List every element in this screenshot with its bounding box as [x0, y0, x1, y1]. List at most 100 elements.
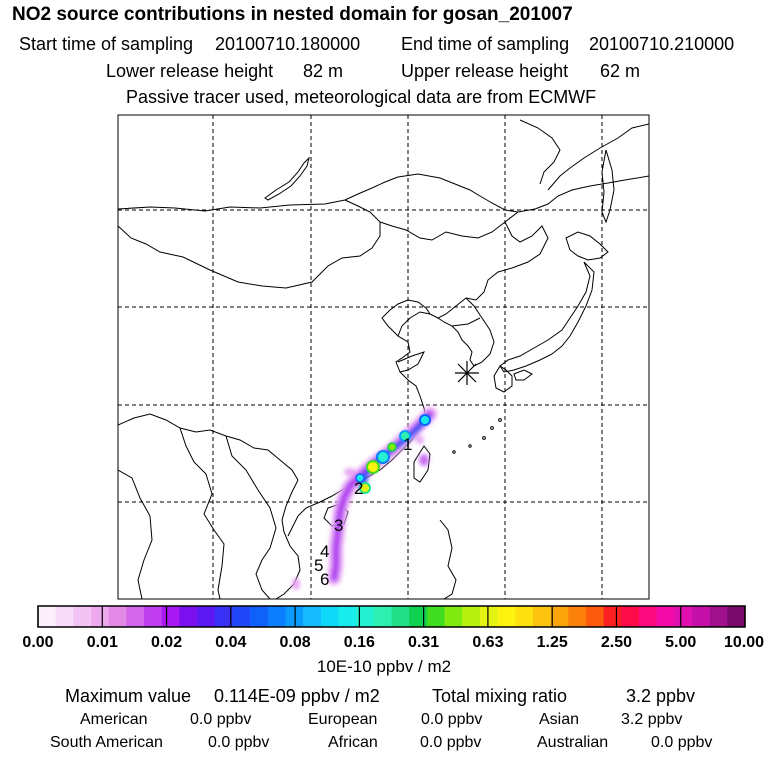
vietnam-coast [275, 479, 301, 599]
russia-border [118, 173, 649, 213]
end-time-value: 20100710.210000 [589, 34, 735, 54]
amur-border [379, 211, 519, 241]
colorbar-swatch [108, 606, 127, 627]
ussuri-border [465, 221, 549, 301]
colorbar-swatch [479, 606, 498, 627]
colorbar-tick-label: 0.08 [279, 634, 311, 651]
colorbar-swatch [91, 606, 110, 627]
colorbar-swatch [709, 606, 728, 627]
colorbar-swatch [674, 606, 693, 627]
kyushu [493, 365, 513, 393]
hokkaido [565, 231, 609, 261]
trajectory-label: 5 [314, 556, 323, 575]
colorbar-swatch [285, 606, 304, 627]
upper-release-value: 62 m [600, 61, 641, 81]
shikoku [513, 369, 533, 381]
sakhalin [601, 149, 615, 224]
no2-footprint [292, 407, 437, 590]
total-mixing-label: Total mixing ratio [432, 686, 568, 706]
region-name: American [80, 711, 148, 728]
colorbar-tick-label: 0.04 [215, 634, 247, 651]
trajectory-label: 3 [334, 516, 343, 535]
colorbar-tick-label: 0.31 [408, 634, 440, 651]
region-value: 0.0 ppbv [208, 734, 270, 751]
colorbar-swatch [55, 606, 74, 627]
colorbar-swatch [550, 606, 569, 627]
kamchatka-coast [547, 123, 649, 191]
colorbar-tick-label: 0.63 [472, 634, 504, 651]
ryukyu-island [468, 444, 472, 448]
ryukyu-island [452, 450, 456, 454]
colorbar-swatch [267, 606, 286, 627]
colorbar-tick-label: 0.02 [150, 634, 183, 651]
colorbar-swatch [603, 606, 622, 627]
lower-release-value: 82 m [303, 61, 344, 81]
map-background [118, 115, 649, 599]
colorbar-swatch [373, 606, 392, 627]
colorbar-swatch [338, 606, 357, 627]
colorbar-swatch [426, 606, 445, 627]
colorbar-swatch [38, 606, 56, 627]
colorbar-frame [37, 605, 746, 628]
colorbar-swatch [73, 606, 92, 627]
colorbar-tick-label: 10.00 [723, 634, 765, 651]
ryukyu-island [490, 426, 494, 430]
myanmar-border [179, 427, 225, 599]
colorbar-swatch [250, 606, 269, 627]
taiwan-island [413, 445, 431, 483]
graticule [118, 115, 649, 599]
trajectory-label: 2 [354, 479, 363, 498]
colorbar-swatch [515, 606, 534, 627]
colorbar-swatch [161, 606, 180, 627]
region-value: 0.0 ppbv [190, 711, 252, 728]
colorbar-swatch [303, 606, 322, 627]
colorbar-swatch [691, 606, 710, 627]
thailand-border [118, 469, 153, 599]
ryukyu-island [482, 436, 486, 440]
colorbar-swatch [621, 606, 640, 627]
colorbar-swatch [391, 606, 410, 627]
colorbar-tick-label: 0.16 [343, 634, 375, 651]
total-mixing-value: 3.2 ppbv [626, 686, 696, 706]
region-name: European [308, 711, 378, 728]
end-time-label: End time of sampling [401, 34, 570, 54]
region-name: South American [50, 734, 163, 751]
colorbar-swatch [144, 606, 163, 627]
colorbar-swatch [462, 606, 481, 627]
luzon [439, 519, 457, 599]
colorbar-unit: 10E-10 ppbv / m2 [316, 657, 452, 676]
region-name: Australian [537, 734, 609, 751]
colorbar-swatch [320, 606, 339, 627]
bohai-coast [381, 299, 431, 337]
start-time-label: Start time of sampling [19, 34, 194, 54]
colorbar-swatch [532, 606, 551, 627]
colorbar-swatch [197, 606, 216, 627]
laos-border [225, 435, 277, 599]
lake-baikal [264, 156, 310, 201]
northern-coast [519, 119, 561, 185]
colorbar-tick-label: 0.01 [86, 634, 118, 651]
colorbar-swatch [356, 606, 375, 627]
colorbar-swatch [638, 606, 657, 627]
colorbar [37, 605, 746, 628]
upper-release-label: Upper release height [401, 61, 569, 81]
region-value: 0.0 ppbv [651, 734, 713, 751]
trajectory-label: 1 [403, 435, 412, 454]
receptor-star-icon [455, 361, 479, 385]
colorbar-tick-label: 5.00 [665, 634, 697, 651]
colorbar-swatch [727, 606, 746, 627]
colorbar-swatch [126, 606, 145, 627]
region-value: 0.0 ppbv [420, 734, 482, 751]
shandong-peninsula [397, 351, 425, 373]
ryukyu-island [498, 418, 502, 422]
korea-dmz [451, 317, 481, 327]
colorbar-swatch [214, 606, 233, 627]
honshu [499, 261, 595, 373]
max-value: 0.114E-09 ppbv / m2 [214, 686, 380, 706]
colorbar-swatch [585, 606, 604, 627]
trajectory-label: 4 [320, 542, 329, 561]
colorbar-swatch [497, 606, 516, 627]
lower-release-label: Lower release height [106, 61, 274, 81]
page-title: NO2 source contributions in nested domai… [12, 4, 573, 25]
